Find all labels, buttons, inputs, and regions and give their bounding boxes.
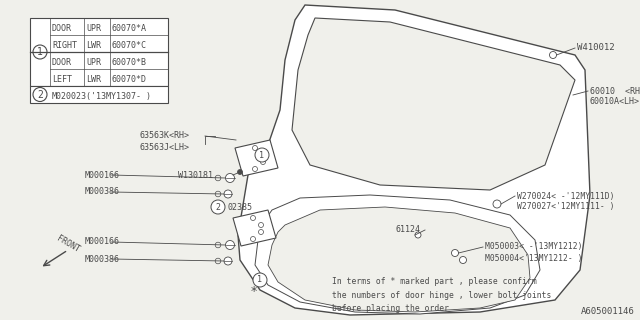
Text: W130181: W130181 [178, 171, 213, 180]
Circle shape [460, 257, 467, 263]
Text: 60070*D: 60070*D [112, 75, 147, 84]
Circle shape [215, 258, 221, 264]
Text: LWR: LWR [86, 41, 101, 50]
Text: M050004<'13MY1212- ): M050004<'13MY1212- ) [485, 253, 582, 262]
Text: 2: 2 [216, 203, 221, 212]
Text: M000166: M000166 [85, 237, 120, 246]
Circle shape [225, 241, 234, 250]
Circle shape [224, 257, 232, 265]
Text: UPR: UPR [86, 58, 101, 67]
Text: UPR: UPR [86, 24, 101, 33]
Circle shape [260, 153, 266, 157]
Circle shape [253, 273, 267, 287]
Text: M000166: M000166 [85, 171, 120, 180]
Circle shape [493, 200, 501, 208]
Circle shape [224, 190, 232, 198]
Circle shape [415, 232, 421, 238]
Circle shape [215, 242, 221, 248]
Text: 61124: 61124 [395, 226, 420, 235]
Text: LEFT: LEFT [52, 75, 72, 84]
Bar [30, 18, 168, 86]
Text: W270027<'12MY1111- ): W270027<'12MY1111- ) [517, 203, 614, 212]
Text: M050003< -'13MY1212): M050003< -'13MY1212) [485, 243, 582, 252]
Text: In terms of * marked part , please confirm
the numbers of door hinge , lower bol: In terms of * marked part , please confi… [332, 277, 552, 313]
Text: RIGHT: RIGHT [52, 41, 77, 50]
Circle shape [259, 222, 264, 228]
Text: 1: 1 [257, 276, 262, 284]
Circle shape [211, 200, 225, 214]
Text: M020023: M020023 [52, 92, 87, 101]
Text: 60010A<LH>: 60010A<LH> [590, 97, 640, 106]
Circle shape [550, 52, 557, 59]
Polygon shape [292, 18, 575, 190]
Text: 60070*A: 60070*A [112, 24, 147, 33]
Polygon shape [233, 210, 276, 246]
Circle shape [215, 191, 221, 197]
Circle shape [33, 87, 47, 101]
Polygon shape [255, 195, 540, 314]
Text: 02385: 02385 [227, 203, 252, 212]
Circle shape [250, 236, 255, 242]
Text: 60070*B: 60070*B [112, 58, 147, 67]
Circle shape [259, 229, 264, 235]
Text: 60070*C: 60070*C [112, 41, 147, 50]
Text: 63563J<LH>: 63563J<LH> [140, 143, 190, 153]
Polygon shape [235, 140, 278, 176]
Text: 63563K<RH>: 63563K<RH> [140, 132, 190, 140]
Circle shape [237, 170, 243, 174]
Circle shape [253, 146, 257, 150]
Text: FRONT: FRONT [55, 234, 81, 254]
Text: 60010  <RH>: 60010 <RH> [590, 86, 640, 95]
Circle shape [225, 173, 234, 182]
Circle shape [33, 45, 47, 59]
Circle shape [250, 215, 255, 220]
Text: M000386: M000386 [85, 188, 120, 196]
Text: DOOR: DOOR [52, 58, 72, 67]
Polygon shape [268, 207, 530, 312]
Text: DOOR: DOOR [52, 24, 72, 33]
Text: W410012: W410012 [577, 44, 614, 52]
Circle shape [451, 250, 458, 257]
Text: 1: 1 [259, 150, 264, 159]
Text: W270024< -'12MY111D): W270024< -'12MY111D) [517, 191, 614, 201]
Text: M000386: M000386 [85, 254, 120, 263]
Circle shape [255, 148, 269, 162]
Circle shape [253, 166, 257, 172]
Text: LWR: LWR [86, 75, 101, 84]
Polygon shape [238, 5, 590, 315]
Text: ('13MY1307- ): ('13MY1307- ) [86, 92, 151, 101]
Circle shape [215, 175, 221, 181]
Text: A605001146: A605001146 [581, 307, 635, 316]
Bar [30, 86, 168, 103]
Circle shape [260, 159, 266, 164]
Text: 1: 1 [37, 47, 43, 57]
Text: 2: 2 [37, 90, 43, 100]
Text: *: * [251, 285, 257, 299]
